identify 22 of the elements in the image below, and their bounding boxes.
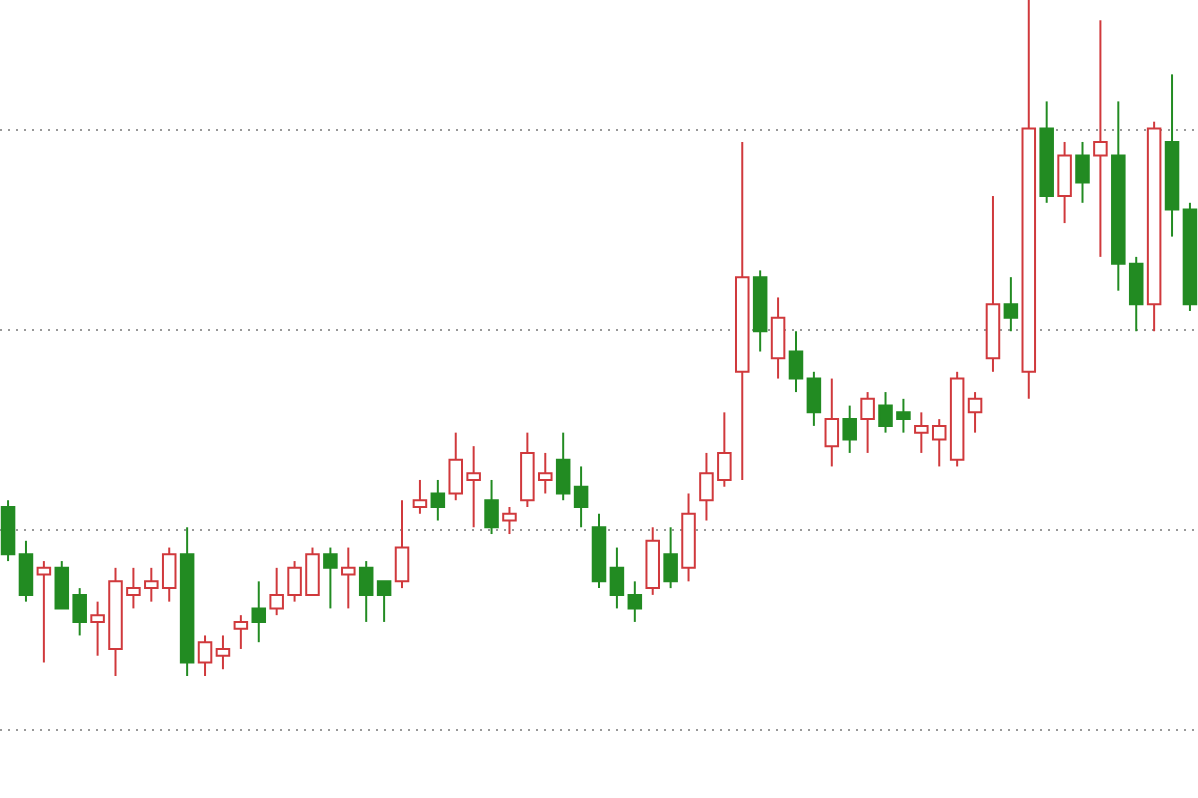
candlestick bbox=[215, 634, 231, 671]
candlestick bbox=[197, 634, 213, 677]
candlestick bbox=[1057, 140, 1072, 225]
candlestick bbox=[18, 539, 34, 603]
candlestick bbox=[376, 580, 392, 623]
candlestick bbox=[609, 546, 625, 610]
candlestick bbox=[323, 546, 338, 610]
candlestick bbox=[1075, 140, 1090, 204]
candlestick bbox=[806, 370, 822, 427]
candlestick bbox=[967, 391, 983, 434]
candlestick bbox=[412, 478, 428, 515]
candlestick bbox=[627, 580, 643, 623]
candlestick bbox=[36, 560, 52, 664]
candlestick bbox=[233, 614, 249, 650]
candlestick bbox=[341, 546, 356, 610]
candlestick bbox=[824, 377, 840, 468]
candlestick bbox=[842, 404, 857, 454]
candlestick bbox=[358, 560, 374, 623]
candlestick bbox=[555, 431, 571, 502]
candlestick bbox=[251, 580, 267, 644]
candlestick bbox=[430, 478, 446, 522]
candlestick bbox=[860, 391, 875, 454]
